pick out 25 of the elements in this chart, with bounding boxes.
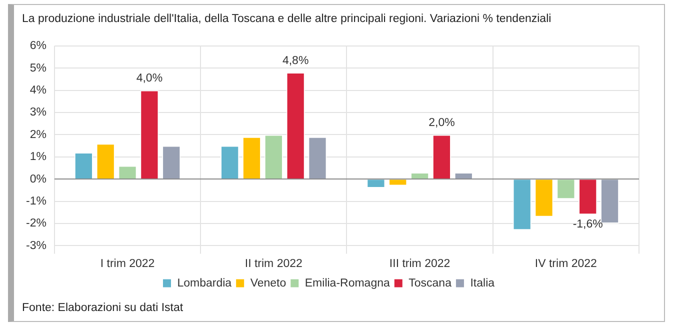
y-tick-label: 6%	[30, 40, 46, 52]
legend-label: Veneto	[250, 277, 286, 290]
y-tick-label: -1%	[26, 195, 46, 208]
y-tick-label: 4%	[30, 84, 46, 96]
x-tick-label: I trim 2022	[100, 258, 155, 270]
x-tick-label: IV trim 2022	[534, 258, 597, 270]
source-note: Fonte: Elaborazioni su dati Istat	[22, 302, 184, 314]
chart-title: La produzione industriale dell'Italia, della Toscana e delle altre principali regioni. Variazioni % tendenziali	[22, 13, 552, 25]
y-tick-label: 1%	[30, 151, 46, 164]
y-tick-label: -2%	[26, 218, 46, 230]
x-tick-label: III trim 2022	[389, 258, 450, 270]
legend-label: Emilia-Romagna	[304, 277, 390, 290]
data-label: 4,8%	[282, 54, 309, 67]
y-tick-label: 2%	[30, 128, 46, 141]
data-label: 2,0%	[428, 117, 455, 130]
legend-label: Toscana	[408, 277, 452, 290]
data-label: 4,0%	[136, 72, 163, 85]
legend-label: Lombardia	[177, 277, 232, 290]
legend-label: Italia	[470, 277, 496, 290]
y-tick-label: -3%	[26, 240, 46, 252]
y-tick-label: 0%	[30, 173, 46, 186]
data-label: -1,6%	[572, 218, 603, 231]
y-tick-label: 3%	[30, 106, 46, 119]
y-tick-label: 5%	[30, 62, 46, 74]
x-tick-label: II trim 2022	[244, 258, 302, 270]
